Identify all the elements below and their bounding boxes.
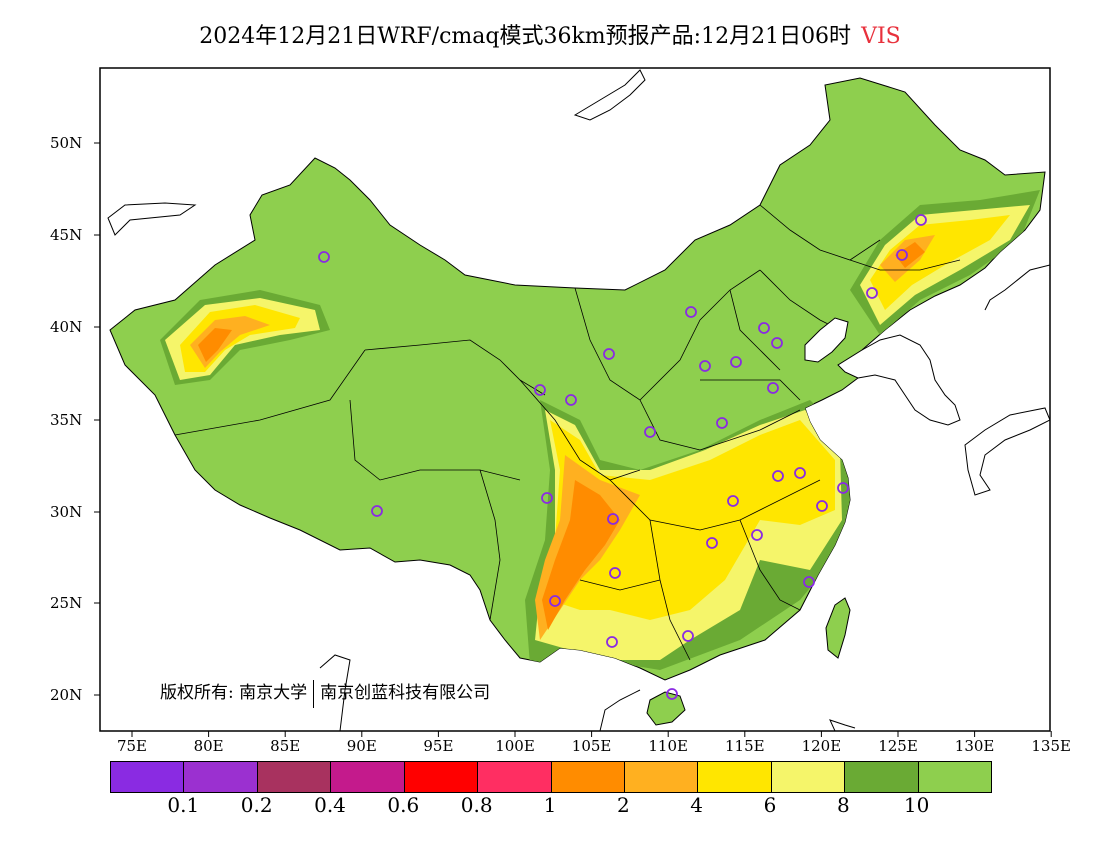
colorbar-label: 0.2 bbox=[240, 793, 273, 817]
station-marker bbox=[727, 495, 739, 507]
colorbar-label: 0.4 bbox=[314, 793, 346, 817]
colorbar-label: 6 bbox=[763, 793, 777, 817]
longitude-label: 120E bbox=[801, 737, 842, 755]
longitude-label: 95E bbox=[423, 737, 454, 755]
station-marker bbox=[730, 356, 742, 368]
copyright-owner-1: 南京大学 bbox=[239, 683, 308, 703]
taiwan-island bbox=[825, 597, 851, 659]
longitude-label: 90E bbox=[346, 737, 377, 755]
colorbar-segment bbox=[184, 762, 258, 792]
colorbar-segment bbox=[845, 762, 919, 792]
colorbar-label: 2 bbox=[616, 793, 630, 817]
station-marker bbox=[866, 287, 878, 299]
station-marker bbox=[549, 595, 561, 607]
station-marker bbox=[758, 322, 770, 334]
station-marker bbox=[682, 630, 694, 642]
colorbar-label: 4 bbox=[690, 793, 704, 817]
station-marker bbox=[706, 537, 718, 549]
latitude-label: 35N bbox=[50, 411, 83, 429]
colorbar-label: 8 bbox=[836, 793, 850, 817]
colorbar-segment bbox=[698, 762, 772, 792]
longitude-label: 80E bbox=[193, 737, 224, 755]
station-marker bbox=[816, 500, 828, 512]
latitude-label: 45N bbox=[50, 226, 83, 244]
station-marker bbox=[896, 249, 908, 261]
station-marker bbox=[607, 513, 619, 525]
copyright-owner-2: 南京创蓝科技有限公司 bbox=[320, 683, 491, 703]
station-marker bbox=[837, 482, 849, 494]
axis-ticks bbox=[94, 142, 1052, 737]
neighbour-coastlines bbox=[107, 69, 1050, 731]
station-marker bbox=[666, 688, 678, 700]
colorbar-label: 0.1 bbox=[167, 793, 200, 817]
station-marker bbox=[534, 384, 546, 396]
colorbar-segment bbox=[478, 762, 552, 792]
longitude-label: 115E bbox=[725, 737, 765, 755]
bohai-sea bbox=[804, 317, 849, 363]
station-marker bbox=[318, 251, 330, 263]
longitude-label: 130E bbox=[954, 737, 995, 755]
station-marker bbox=[751, 529, 763, 541]
longitude-label: 100E bbox=[495, 737, 535, 755]
station-markers bbox=[318, 214, 927, 700]
station-marker bbox=[803, 576, 815, 588]
longitude-label: 125E bbox=[878, 737, 918, 755]
colorbar-label: 1 bbox=[543, 793, 557, 817]
latitude-label: 25N bbox=[50, 594, 83, 612]
copyright-notice: 版权所有: 南京大学 南京创蓝科技有限公司 bbox=[160, 678, 490, 708]
colorbar-segment bbox=[111, 762, 185, 792]
colorbar-segment bbox=[624, 762, 699, 792]
latitude-label: 30N bbox=[50, 503, 83, 521]
station-marker bbox=[771, 337, 783, 349]
map-title: 2024年12月21日WRF/cmaq模式36km预报产品:12月21日06时 V… bbox=[0, 18, 1100, 50]
station-marker bbox=[541, 492, 553, 504]
station-marker bbox=[565, 394, 577, 406]
longitude-label: 105E bbox=[571, 737, 612, 755]
latitude-label: 20N bbox=[50, 686, 83, 704]
colorbar-label: 0.6 bbox=[387, 793, 420, 817]
latitude-label: 40N bbox=[50, 318, 83, 336]
colorbar-segment bbox=[257, 762, 332, 792]
title-main: 2024年12月21日WRF/cmaq模式36km预报产品:12月21日06时 bbox=[199, 24, 852, 49]
station-marker bbox=[767, 382, 779, 394]
station-marker bbox=[603, 348, 615, 360]
province-boundaries bbox=[174, 204, 961, 661]
title-variable: VIS bbox=[861, 24, 901, 49]
colorbar-label: 10 bbox=[903, 793, 930, 817]
longitude-label: 135E bbox=[1031, 737, 1071, 755]
longitude-label: 75E bbox=[116, 737, 148, 755]
copyright-separator bbox=[313, 679, 315, 708]
station-marker bbox=[915, 214, 927, 226]
colorbar-segment bbox=[918, 762, 992, 792]
station-marker bbox=[606, 636, 618, 648]
colorbar-label: 0.8 bbox=[460, 793, 493, 817]
longitude-label: 110E bbox=[648, 737, 688, 755]
latitude-label: 50N bbox=[50, 134, 83, 152]
station-marker bbox=[609, 567, 621, 579]
station-marker bbox=[371, 505, 383, 517]
colorbar-segment bbox=[771, 762, 846, 792]
station-marker bbox=[685, 306, 697, 318]
station-marker bbox=[699, 360, 711, 372]
longitude-label: 85E bbox=[270, 737, 301, 755]
vis-shading bbox=[160, 190, 1040, 670]
colorbar-segment bbox=[404, 762, 479, 792]
colorbar bbox=[110, 761, 992, 793]
station-marker bbox=[794, 467, 806, 479]
colorbar-segment bbox=[551, 762, 625, 792]
station-marker bbox=[644, 426, 656, 438]
station-marker bbox=[772, 470, 784, 482]
station-marker bbox=[716, 417, 728, 429]
colorbar-segment bbox=[331, 762, 405, 792]
copyright-prefix: 版权所有: bbox=[160, 683, 234, 703]
